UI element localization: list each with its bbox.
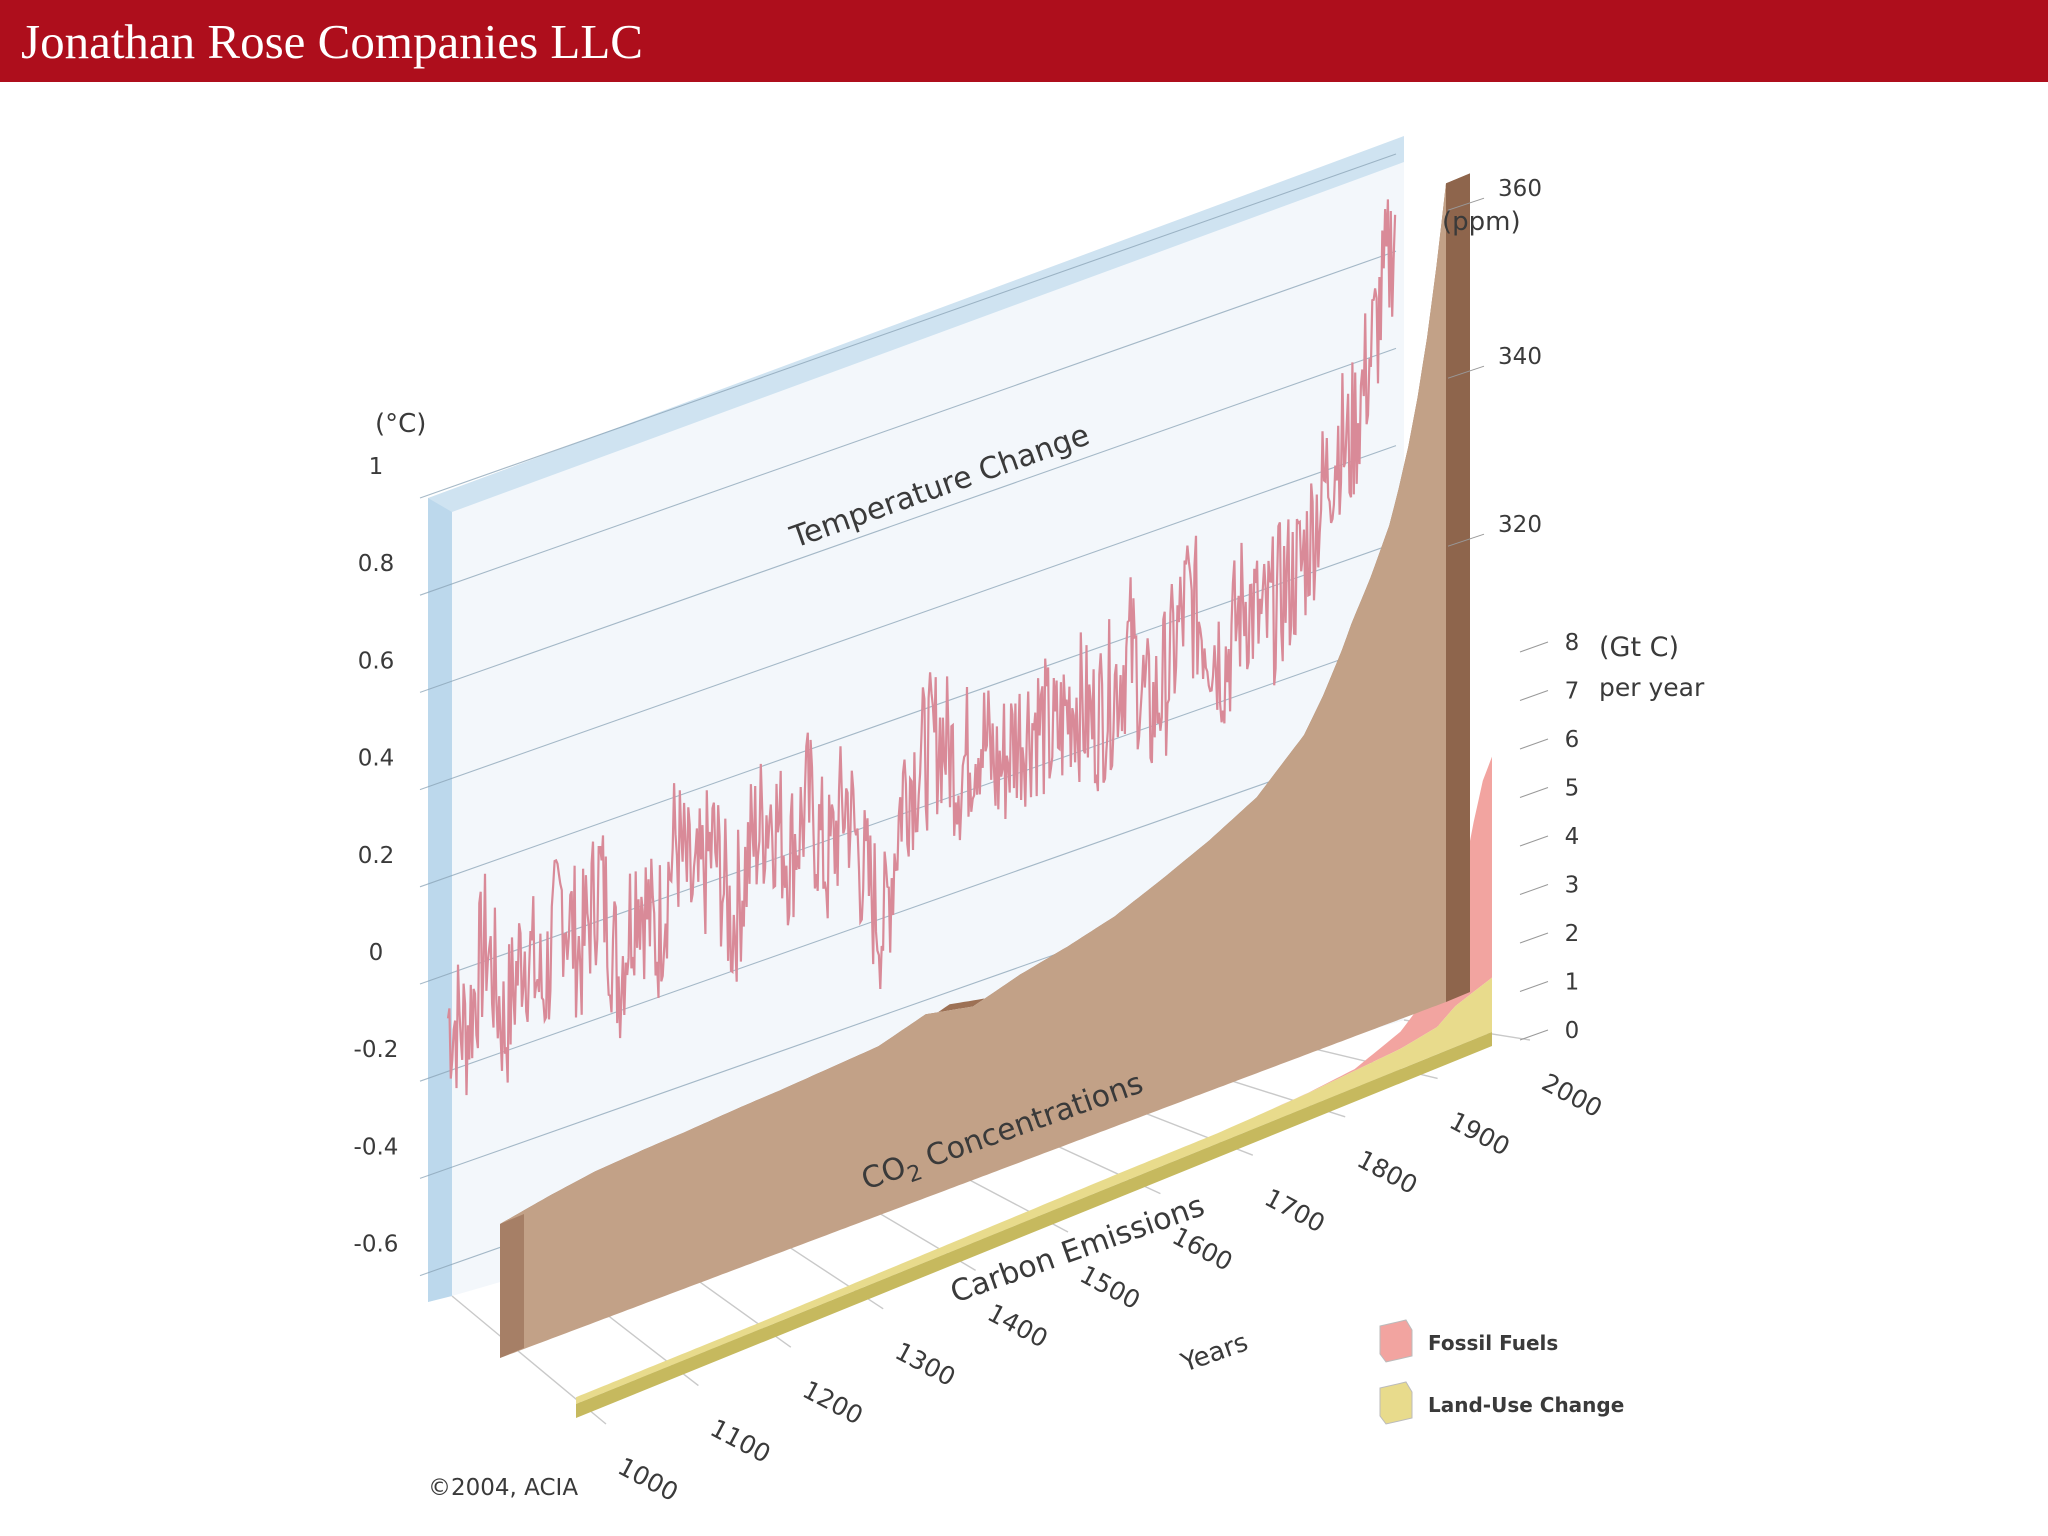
- land-use-area: [576, 977, 1492, 1404]
- temperature-gridlines: [419, 153, 1397, 1277]
- tick-marks: 1 0.8 0.6 0.4 0.2 0 -0.2 -0.4 -0.6 8 7 6 5 4 3 2 1 0 360 34…: [354, 176, 1580, 1257]
- co2-tick-label: 340: [1498, 344, 1542, 370]
- co2-unit: (ppm): [1442, 207, 1521, 237]
- temperature-gridline: [419, 347, 1397, 693]
- year-tick-label: 1100: [706, 1413, 776, 1468]
- temperature-gridline: [419, 250, 1397, 596]
- legend-label: Land-Use Change: [1428, 1393, 1624, 1417]
- co2-tick: [1447, 365, 1485, 379]
- emissions-tick-label: 4: [1565, 824, 1580, 850]
- year-tick-label: 1400: [983, 1298, 1053, 1353]
- temperature-tick-label: 0.4: [358, 746, 395, 772]
- year-tick-label: 1200: [798, 1375, 868, 1430]
- source-credit: ©2004, ACIA: [428, 1475, 578, 1501]
- emissions-tick-label: 5: [1565, 776, 1580, 802]
- temperature-tick-label: 0.2: [358, 843, 395, 869]
- temperature-unit: (°C): [375, 409, 426, 439]
- emissions-tick-label: 1: [1565, 970, 1580, 996]
- co2-area: [500, 183, 1446, 1358]
- emissions-tick: [1519, 884, 1549, 895]
- emissions-tick: [1519, 738, 1549, 750]
- year-tick-label: 1300: [890, 1336, 960, 1391]
- emissions-floor-edge: [576, 1032, 1492, 1418]
- year-tick-label: 2000: [1537, 1068, 1607, 1123]
- year-tick-label: 1500: [1075, 1260, 1145, 1315]
- emissions-tick-label: 6: [1565, 727, 1580, 753]
- emissions-tick: [1519, 641, 1549, 653]
- temperature-tick-label: -0.4: [354, 1134, 399, 1160]
- emissions-tick-label: 7: [1565, 679, 1580, 705]
- temperature-series: [446, 199, 1397, 1096]
- co2-tick-label: 320: [1498, 512, 1542, 538]
- emissions-tick: [1519, 690, 1549, 701]
- years-label: Years: [1176, 1327, 1252, 1379]
- emissions-unit-per-year: per year: [1599, 673, 1705, 702]
- co2-tick: [1447, 197, 1485, 211]
- temperature-tick-label: -0.6: [354, 1232, 399, 1258]
- emissions-tick: [1519, 787, 1549, 798]
- emissions-tick-label: 3: [1565, 873, 1580, 899]
- temperature-tick-label: -0.2: [354, 1037, 399, 1063]
- temperature-panel-edge: [428, 498, 452, 1302]
- co2-right-edge: [1446, 173, 1470, 1002]
- temperature-tick-label: 0.6: [358, 648, 395, 674]
- year-tick-label: 1900: [1445, 1106, 1515, 1161]
- legend: Fossil Fuels Land-Use Change: [1379, 1319, 1624, 1425]
- temperature-tick-label: 0: [369, 940, 384, 966]
- emissions-tick-label: 8: [1565, 630, 1580, 656]
- temperature-gridline: [419, 736, 1397, 1082]
- header-title: Jonathan Rose Companies LLC: [21, 14, 643, 69]
- emissions-unit: (Gt C): [1599, 632, 1679, 663]
- legend-swatch: [1379, 1381, 1413, 1425]
- temperature-tick-label: 0.8: [358, 551, 395, 577]
- emissions-series: [576, 756, 1492, 1418]
- legend-swatch: [1379, 1319, 1413, 1363]
- year-tick-label: 1000: [613, 1452, 683, 1507]
- temperature-gridline: [419, 153, 1397, 499]
- legend-label: Fossil Fuels: [1428, 1331, 1558, 1355]
- co2-tick-label: 360: [1498, 176, 1542, 202]
- temperature-line: [446, 199, 1397, 1096]
- emissions-tick-label: 2: [1565, 921, 1580, 947]
- year-tick-label: 1700: [1260, 1183, 1330, 1238]
- header-bar: Jonathan Rose Companies LLC: [0, 0, 2048, 82]
- co2-tick: [1447, 533, 1485, 547]
- emissions-tick: [1519, 932, 1549, 944]
- co2-left-edge: [500, 1214, 524, 1358]
- year-tick-label: 1800: [1352, 1144, 1422, 1199]
- emissions-tick-label: 0: [1565, 1018, 1580, 1044]
- temperature-tick-label: 1: [369, 454, 384, 480]
- emissions-tick: [1519, 1029, 1549, 1041]
- emissions-tick: [1519, 835, 1549, 847]
- co2-series: [500, 173, 1470, 1358]
- emissions-tick: [1519, 981, 1549, 992]
- temperature-gridline: [419, 445, 1397, 791]
